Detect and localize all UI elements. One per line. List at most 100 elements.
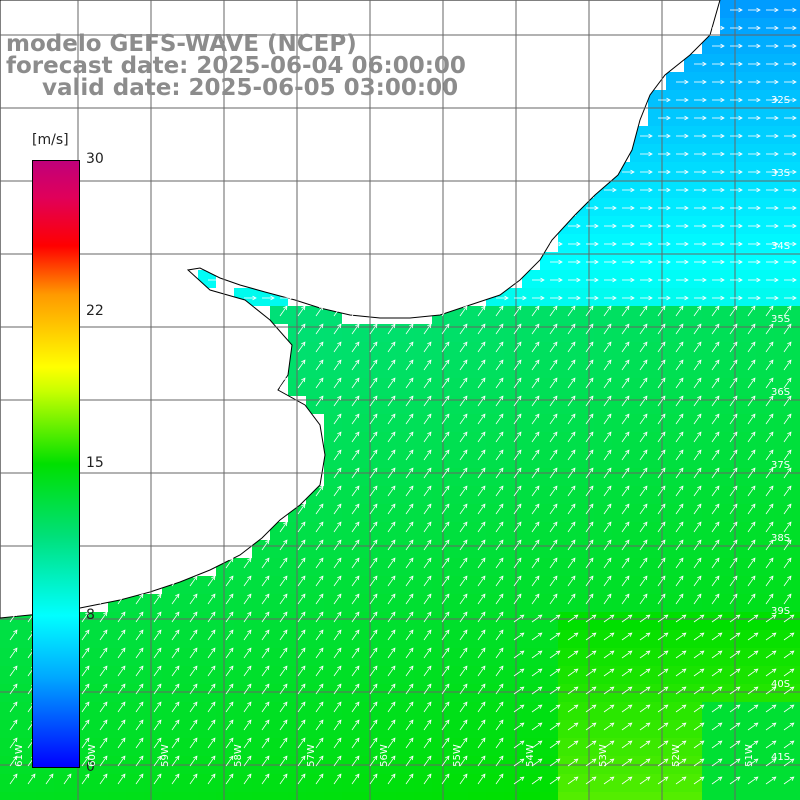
wind-arrow-head: [684, 295, 689, 301]
wind-arrow: [549, 467, 558, 479]
wind-arrow-head: [283, 377, 288, 383]
wind-arrow-head: [720, 43, 725, 49]
wind-arrow: [621, 686, 633, 695]
wind-arrow-head: [445, 755, 450, 761]
wind-arrow-head: [789, 722, 795, 727]
wind-arrow-head: [535, 431, 540, 437]
wind-arrow-head: [789, 650, 795, 655]
wind-arrow: [585, 359, 594, 371]
wind-speed-cell: [738, 648, 756, 666]
wind-speed-cell: [666, 702, 684, 720]
wind-arrow-head: [427, 719, 432, 725]
wind-arrow: [693, 593, 702, 605]
wind-arrow: [369, 737, 378, 749]
wind-arrow-head: [301, 755, 306, 761]
wind-arrow: [315, 647, 324, 659]
wind-arrow: [297, 737, 306, 749]
wind-speed-cell: [594, 198, 612, 216]
wind-arrow: [783, 467, 792, 479]
wind-arrow: [459, 773, 468, 785]
wind-arrow-head: [715, 449, 720, 455]
wind-arrow: [477, 773, 486, 785]
wind-speed-cell: [558, 612, 576, 630]
wind-arrow-head: [715, 431, 720, 437]
wind-speed-cell: [792, 522, 800, 540]
wind-arrow-head: [648, 223, 653, 229]
wind-arrow-head: [139, 611, 144, 617]
wind-arrow: [531, 686, 543, 695]
wind-arrow-head: [481, 611, 486, 617]
wind-arrow-head: [13, 701, 18, 707]
wind-arrow-head: [193, 611, 198, 617]
wind-speed-cell: [522, 792, 540, 800]
wind-arrow-head: [666, 169, 671, 175]
wind-arrow-head: [319, 305, 324, 311]
wind-arrow-head: [445, 377, 450, 383]
wind-speed-cell: [648, 702, 666, 720]
wind-arrow: [333, 647, 342, 659]
wind-arrow: [423, 413, 432, 425]
wind-arrow: [459, 323, 468, 335]
wind-speed-cell: [630, 684, 648, 702]
wind-arrow-head: [517, 467, 522, 473]
wind-arrow-head: [537, 668, 543, 673]
wind-speed-cell: [666, 792, 684, 800]
wind-arrow: [585, 341, 594, 353]
wind-arrow-head: [594, 223, 599, 229]
wind-arrow-head: [699, 776, 705, 781]
wind-arrow: [423, 575, 432, 587]
wind-arrow-head: [789, 632, 795, 637]
wind-arrow: [225, 719, 234, 731]
wind-arrow: [189, 701, 198, 713]
wind-arrow-head: [591, 686, 597, 691]
wind-arrow-head: [738, 169, 743, 175]
wind-arrow: [603, 593, 612, 605]
wind-arrow-head: [409, 629, 414, 635]
wind-arrow: [135, 755, 144, 767]
wind-speed-cell: [684, 792, 702, 800]
wind-arrow: [315, 665, 324, 677]
wind-arrow: [405, 647, 414, 659]
wind-arrow: [747, 431, 756, 443]
wind-arrow: [495, 341, 504, 353]
wind-arrow: [171, 755, 180, 767]
wind-arrow-head: [283, 665, 288, 671]
wind-arrow: [243, 611, 252, 623]
wind-arrow: [333, 683, 342, 695]
wind-arrow: [639, 539, 648, 551]
wind-arrow-head: [499, 305, 504, 311]
wind-arrow-head: [738, 43, 743, 49]
wind-arrow: [441, 467, 450, 479]
wind-arrow-head: [553, 323, 558, 329]
wind-arrow-head: [753, 632, 759, 637]
wind-arrow-head: [283, 575, 288, 581]
wind-arrow-head: [499, 413, 504, 419]
wind-arrow-head: [283, 701, 288, 707]
wind-arrow: [621, 557, 630, 569]
wind-arrow: [261, 683, 270, 695]
wind-speed-cell: [558, 702, 576, 720]
wind-arrow: [729, 704, 741, 713]
wind-arrow: [765, 686, 777, 695]
wind-arrow: [351, 539, 360, 551]
wind-arrow: [225, 629, 234, 641]
wind-arrow-head: [301, 377, 306, 383]
wind-arrow: [351, 323, 360, 335]
wind-arrow: [225, 701, 234, 713]
wind-arrow-head: [535, 575, 540, 581]
wind-arrow-head: [666, 205, 671, 211]
wind-arrow: [369, 557, 378, 569]
wind-arrow: [585, 686, 597, 695]
wind-arrow: [693, 668, 705, 677]
wind-speed-cell: [612, 216, 630, 234]
wind-arrow-head: [666, 223, 671, 229]
wind-speed-cell: [504, 612, 522, 630]
wind-arrow: [513, 449, 522, 461]
wind-speed-cell: [774, 54, 792, 72]
wind-speed-cell: [756, 18, 774, 36]
wind-speed-cell: [630, 144, 648, 162]
wind-arrow-head: [553, 377, 558, 383]
wind-speed-cell: [702, 90, 720, 108]
wind-arrow: [495, 503, 504, 515]
wind-arrow-head: [519, 740, 525, 745]
